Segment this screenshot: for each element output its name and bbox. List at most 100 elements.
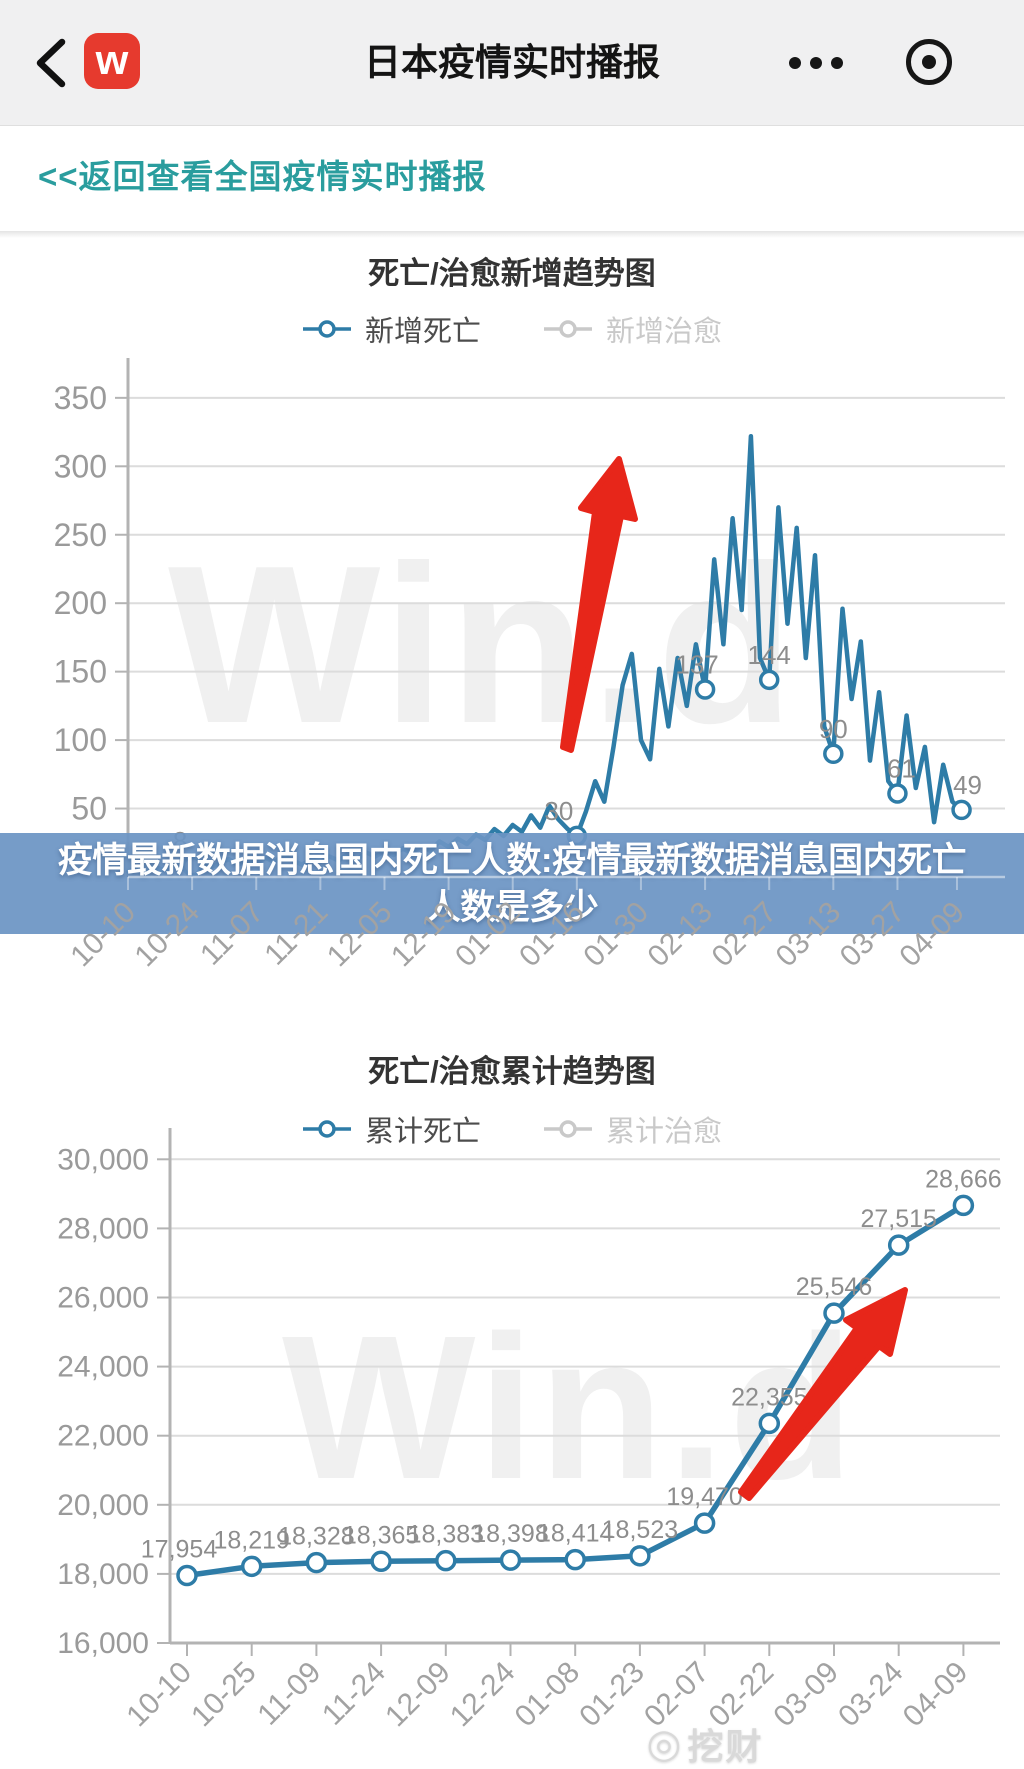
data-point-marker xyxy=(305,1551,328,1574)
legend-item-total-deaths[interactable]: 累计死亡 xyxy=(302,1108,481,1150)
y-tick-label: 100 xyxy=(54,722,107,758)
data-point-label: 18,398 xyxy=(472,1520,548,1548)
line-marker-icon xyxy=(544,1120,592,1138)
data-point-marker xyxy=(629,1545,651,1567)
page-title: 日本疫情实时播报 xyxy=(364,42,660,83)
chart1-title: 死亡/治愈新增趋势图 xyxy=(368,256,656,291)
data-point-label: 18,219 xyxy=(213,1526,289,1554)
y-tick-label: 250 xyxy=(54,517,107,553)
legend-label: 累计死亡 xyxy=(364,1116,481,1148)
x-tick-label: 12-09 xyxy=(379,1656,457,1734)
up-arrow-annotation xyxy=(738,1287,908,1501)
data-point-label: 137 xyxy=(675,649,718,679)
minimize-circle-icon[interactable] xyxy=(906,39,952,85)
data-point-marker xyxy=(435,1549,457,1572)
data-point-marker xyxy=(951,799,972,821)
legend-label: 新增治愈 xyxy=(606,316,723,348)
x-tick-label: 01-08 xyxy=(509,1656,587,1734)
headline-banner: 疫情最新数据消息国内死亡人数:疫情最新数据消息国内死亡 人数是多少 xyxy=(0,833,1024,934)
data-point-marker xyxy=(564,1548,586,1571)
y-tick-label: 200 xyxy=(54,585,107,621)
header-bar: w 日本疫情实时播报 xyxy=(0,0,1024,126)
data-point-label: 30 xyxy=(544,796,573,826)
data-point-label: 90 xyxy=(819,714,848,744)
data-point-marker xyxy=(693,1512,716,1534)
x-tick-label: 11-09 xyxy=(251,1656,327,1732)
legend-label: 新增死亡 xyxy=(364,316,481,348)
data-point-label: 25,546 xyxy=(796,1273,872,1301)
y-tick-label: 300 xyxy=(54,448,107,484)
y-tick-label: 20,000 xyxy=(57,1489,149,1522)
data-point-marker xyxy=(887,1234,910,1256)
x-tick-label: 11-24 xyxy=(316,1656,392,1732)
data-point-label: 17,954 xyxy=(141,1535,218,1563)
footer-watermark: ◎ 挖财 xyxy=(647,1718,764,1769)
data-point-label: 144 xyxy=(748,640,791,670)
data-point-marker xyxy=(952,1194,975,1217)
data-point-label: 18,328 xyxy=(278,1523,354,1551)
line-marker-icon xyxy=(302,320,351,338)
data-point-label: 18,414 xyxy=(537,1520,614,1548)
back-chevron-icon[interactable] xyxy=(34,38,68,88)
data-point-marker xyxy=(240,1555,263,1578)
line-marker-icon xyxy=(302,1120,351,1138)
y-tick-label: 24,000 xyxy=(57,1351,149,1384)
y-tick-label: 16,000 xyxy=(57,1627,149,1660)
y-tick-label: 350 xyxy=(54,380,107,416)
y-tick-label: 28,000 xyxy=(57,1212,149,1245)
more-options-icon[interactable] xyxy=(789,57,843,69)
x-tick-label: 10-10 xyxy=(120,1656,198,1734)
x-tick-label: 12-24 xyxy=(444,1656,522,1734)
x-tick-label: 10-25 xyxy=(185,1656,263,1734)
data-point-marker xyxy=(694,679,716,700)
headline-line2: 人数是多少 xyxy=(425,887,599,927)
dot xyxy=(789,57,801,69)
chart1-legend: 新增死亡 新增治愈 xyxy=(0,308,1024,350)
data-point-label: 18,365 xyxy=(343,1521,419,1549)
chart2-legend: 累计死亡 累计治愈 xyxy=(0,1108,1024,1150)
x-tick-label: 04-09 xyxy=(897,1656,975,1734)
data-point-marker xyxy=(176,1564,198,1587)
legend-label: 累计治愈 xyxy=(606,1116,723,1148)
section-divider xyxy=(0,231,1024,238)
data-point-marker xyxy=(887,783,908,804)
legend-item-total-cured[interactable]: 累计治愈 xyxy=(543,1108,722,1150)
dot xyxy=(831,57,843,69)
app-logo-icon[interactable]: w xyxy=(84,33,140,89)
chart2-title: 死亡/治愈累计趋势图 xyxy=(368,1054,656,1089)
y-tick-label: 30,000 xyxy=(57,1143,149,1176)
data-point-label: 22,355 xyxy=(731,1383,807,1411)
y-tick-label: 150 xyxy=(54,654,107,690)
data-point-marker xyxy=(758,669,780,691)
headline-line1: 疫情最新数据消息国内死亡人数:疫情最新数据消息国内死亡 xyxy=(57,840,967,880)
data-point-label: 61 xyxy=(887,753,916,783)
up-arrow-annotation xyxy=(560,456,638,753)
x-tick-label: 01-23 xyxy=(573,1656,651,1734)
back-to-national-link[interactable]: <<返回查看全国疫情实时播报 xyxy=(38,158,487,195)
dot xyxy=(810,57,822,69)
y-tick-label: 50 xyxy=(71,791,107,827)
data-point-marker xyxy=(499,1549,522,1571)
data-point-label: 18,383 xyxy=(408,1521,484,1549)
footer-watermark-label: 挖财 xyxy=(687,1726,764,1767)
y-tick-label: 26,000 xyxy=(57,1282,149,1315)
data-point-label: 49 xyxy=(953,770,982,800)
data-point-label: 27,515 xyxy=(860,1205,936,1233)
data-point-marker xyxy=(823,743,844,765)
wind-watermark: Win.d xyxy=(168,518,798,770)
data-point-label: 19,470 xyxy=(666,1483,742,1511)
data-point-label: 28,666 xyxy=(925,1165,1001,1193)
legend-item-new-deaths[interactable]: 新增死亡 xyxy=(302,308,481,350)
x-tick-label: 03-24 xyxy=(832,1656,910,1734)
spiral-logo-icon: ◎ xyxy=(646,1722,682,1766)
dot xyxy=(922,55,936,69)
data-point-marker xyxy=(823,1302,845,1324)
legend-item-new-cured[interactable]: 新增治愈 xyxy=(543,308,722,350)
data-point-marker xyxy=(370,1550,392,1573)
data-point-marker xyxy=(758,1412,781,1435)
x-tick-label: 03-09 xyxy=(767,1656,845,1734)
y-tick-label: 18,000 xyxy=(57,1558,149,1591)
line-marker-icon xyxy=(544,320,592,338)
